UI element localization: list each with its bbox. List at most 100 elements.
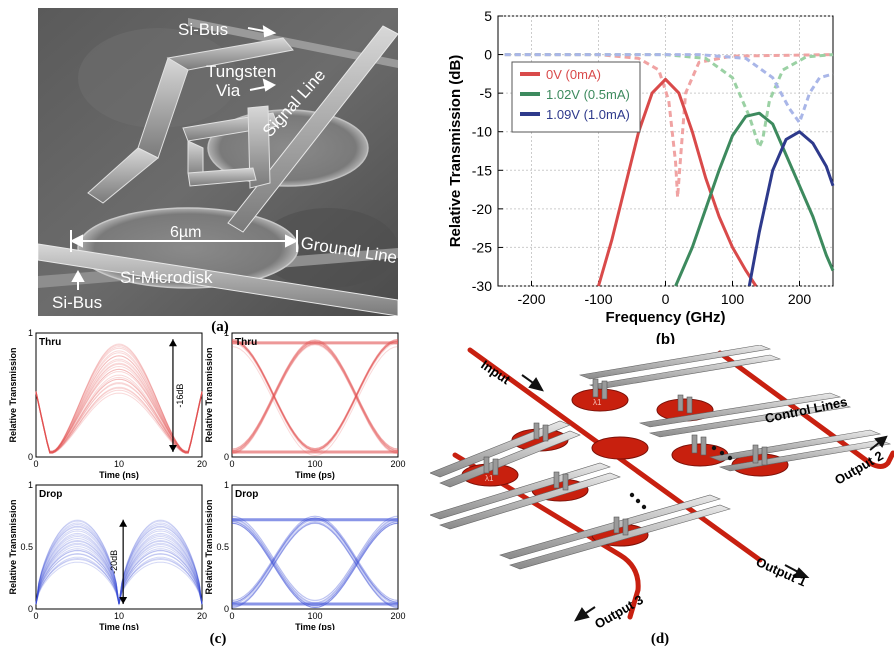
eye-trace [35, 553, 203, 604]
eye-trace [231, 515, 399, 601]
arrow-head [119, 519, 128, 527]
eye-title: Drop [39, 489, 62, 500]
eye-trace [35, 387, 203, 453]
eye-trace [35, 346, 203, 453]
sem-image: Si-Bus Tungsten Via Signal Line 6µm Grou… [37, 8, 399, 317]
eye-trace [35, 368, 203, 452]
si-bus-bottom-label: Si-Bus [52, 293, 102, 312]
eye-trace [231, 521, 399, 607]
panel-label-c: (c) [210, 631, 227, 647]
eye-trace [35, 525, 203, 604]
eye-trace [231, 339, 399, 450]
eye-trace [231, 522, 399, 608]
output3-waveguide [452, 452, 641, 620]
dimension-label: 6µm [170, 224, 201, 241]
x-axis-label: Time (ps) [295, 470, 335, 480]
x-tick-label: -200 [517, 291, 545, 307]
y-tick-label: 0 [224, 604, 229, 614]
eye-trace [35, 561, 203, 607]
eye-trace [35, 558, 203, 604]
tungsten-label-line2: Via [216, 81, 241, 100]
output1-label: Output 1 [754, 554, 809, 589]
eye-trace [35, 546, 203, 604]
x-tick-label: 0 [33, 611, 38, 621]
eye-trace [35, 378, 203, 452]
x-tick-label: 20 [197, 611, 207, 621]
eye-trace [231, 340, 399, 451]
x-tick-label: 10 [114, 459, 124, 469]
eye-trace [35, 344, 203, 453]
eye-trace [231, 338, 399, 450]
x-tick-label: 100 [721, 291, 745, 307]
x-tick-label: 0 [229, 611, 234, 621]
eye-trace [35, 535, 203, 604]
eye-trace [231, 521, 399, 607]
series-line-drop [674, 111, 835, 287]
lambda-label: λ1 [485, 474, 494, 483]
eye-trace [231, 339, 399, 450]
series-line-drop [597, 77, 758, 287]
extinction-label: -16dB [175, 384, 185, 408]
x-tick-label: 10 [114, 611, 124, 621]
tungsten-label-line1: Tungsten [206, 62, 276, 81]
output3-label: Output 3 [592, 592, 646, 628]
eye-trace [35, 368, 203, 454]
y-tick-label: 0 [28, 604, 33, 614]
y-tick-label: -5 [480, 85, 493, 101]
y-tick-label: 0.5 [20, 542, 33, 552]
y-axis-label: Relative Transmission [8, 347, 18, 442]
sem-micrograph-panel: Si-Bus Tungsten Via Signal Line 6µm Grou… [37, 8, 399, 317]
lambda-label: λ1 [593, 398, 602, 407]
microdisk-label: Si-Microdisk [120, 268, 213, 287]
eye-trace [231, 339, 399, 450]
eye-trace [231, 338, 399, 450]
y-tick-label: 1 [224, 480, 229, 490]
eye-trace [231, 346, 399, 457]
x-tick-label: 0 [33, 459, 38, 469]
eye-trace [35, 523, 203, 604]
panel-label-b: (b) [656, 331, 675, 344]
eye-trace [231, 522, 399, 608]
y-tick-label: 0 [28, 452, 33, 462]
x-tick-label: 200 [390, 459, 405, 469]
y-axis-label: Relative Transmission [204, 347, 214, 442]
eye-trace [35, 532, 203, 605]
series-line-thru [504, 53, 834, 124]
eye-trace [35, 537, 203, 605]
eye-trace [35, 389, 203, 453]
eye-trace [231, 515, 399, 601]
y-tick-label: 0 [224, 452, 229, 462]
x-tick-label: 200 [788, 291, 812, 307]
x-axis-label: Time (ps) [295, 622, 335, 630]
eye-trace [231, 516, 399, 602]
eye-trace [231, 517, 399, 603]
x-tick-label: 0 [662, 291, 670, 307]
y-axis-label: Relative Transmission [204, 499, 214, 594]
eye-trace [231, 521, 399, 608]
si-bus-top-waveguide [188, 18, 398, 68]
x-tick-label: -100 [584, 291, 612, 307]
y-tick-label: -20 [472, 201, 492, 217]
arrow-head [168, 339, 177, 347]
eye-trace [231, 522, 399, 609]
x-axis-label: Time (ns) [99, 470, 139, 480]
eye-trace [231, 517, 399, 604]
eye-trace [231, 520, 399, 607]
arrow-head [168, 445, 177, 453]
eye-trace [231, 344, 399, 455]
eye-trace [35, 360, 203, 453]
y-tick-label: 0 [484, 47, 492, 63]
eye-trace [35, 543, 203, 604]
eye-trace [231, 522, 399, 609]
x-tick-label: 100 [307, 459, 322, 469]
eye-plot-frame [231, 332, 399, 458]
eye-trace [35, 343, 203, 454]
eye-trace [231, 517, 399, 603]
eye-plot-frame [35, 332, 203, 458]
y-tick-label: 0.5 [216, 542, 229, 552]
eye-trace [35, 519, 203, 605]
eye-trace [35, 376, 203, 454]
y-tick-label: -15 [472, 162, 492, 178]
eye-trace [35, 374, 203, 454]
